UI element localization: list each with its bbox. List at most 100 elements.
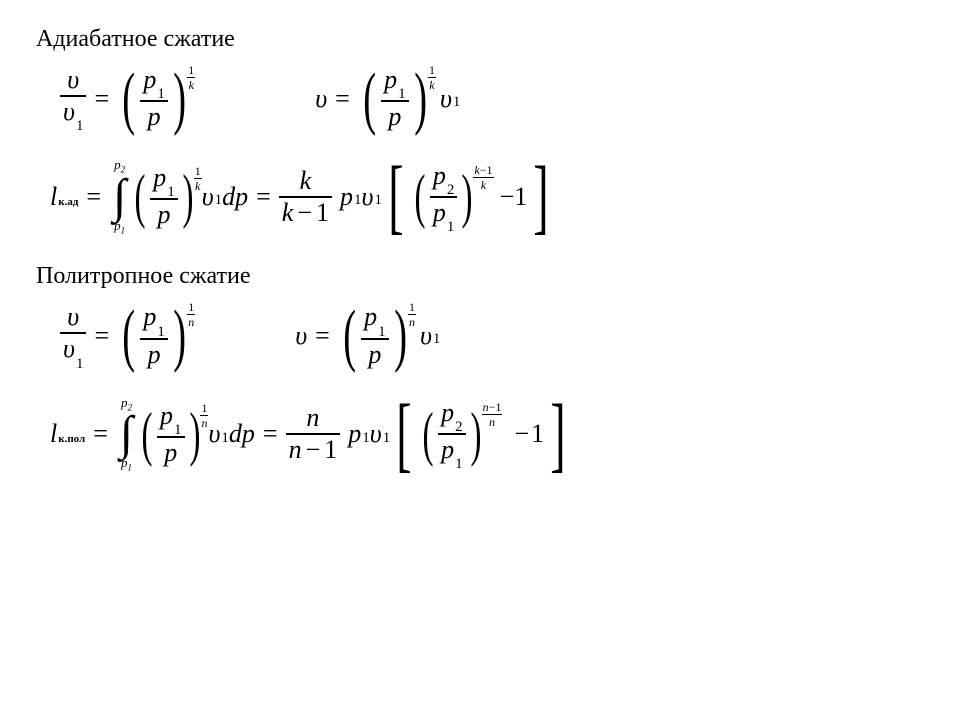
- ps1f: 1: [362, 430, 370, 447]
- lp2: (: [363, 69, 376, 129]
- exp-n1n: n−1 n: [482, 401, 503, 428]
- eq-poly-ratio: υ υ1 = ( p1 p ) 1 n: [60, 304, 195, 367]
- prp3: ): [189, 409, 200, 460]
- polytropic-work-integral: lк.пол = p2 ∫ p1 ( p1 p ) 1: [36, 396, 930, 473]
- ek-m: −: [480, 163, 487, 177]
- pd3: p: [157, 200, 170, 229]
- en1: 1: [495, 400, 501, 414]
- nden: n: [289, 435, 302, 464]
- lp4: (: [414, 171, 425, 222]
- ps1d4: 1: [455, 456, 463, 472]
- ps1r: 1: [433, 331, 441, 348]
- s1f: 1: [354, 192, 362, 209]
- s1f2: 1: [374, 192, 382, 209]
- ps1a: 1: [221, 430, 229, 447]
- bracket-minus: −: [500, 182, 515, 212]
- s2n: 2: [447, 182, 455, 198]
- sym-d: d: [222, 182, 235, 212]
- ups1r: υ: [440, 84, 452, 114]
- rp3: ): [182, 171, 193, 222]
- peq1: =: [94, 321, 109, 351]
- ppd2: p: [368, 340, 381, 369]
- rparen: ): [173, 69, 186, 129]
- pp1n2: p: [364, 302, 377, 331]
- ps2n: 2: [455, 419, 463, 435]
- sub-1b: 1: [157, 86, 165, 102]
- pu1r: υ: [420, 321, 432, 351]
- pedn2: n: [408, 316, 416, 328]
- knum: k: [300, 166, 312, 195]
- heading-polytropic: Политропное сжатие: [36, 263, 930, 290]
- ppd3: p: [164, 438, 177, 467]
- pdp: p: [242, 419, 255, 449]
- pbr-minus: −: [514, 419, 529, 449]
- s1a: 1: [215, 192, 223, 209]
- pp1d4: p: [441, 435, 454, 464]
- eq3b: =: [256, 182, 271, 212]
- p1n2: p: [384, 65, 397, 94]
- exp-1k-3: 1 k: [194, 165, 202, 192]
- ilim-1: 1: [121, 225, 126, 235]
- sym-upsilon: υ: [67, 65, 79, 94]
- prp2: ): [394, 306, 407, 366]
- ps1f2: 1: [383, 430, 391, 447]
- pu1f: υ: [370, 419, 382, 449]
- rp2: ): [414, 69, 427, 129]
- equals-2: =: [335, 84, 350, 114]
- plp2: (: [343, 306, 356, 366]
- sym-ups-lhs: υ: [315, 84, 327, 114]
- s1d4: 1: [447, 219, 455, 235]
- p1n3: p: [153, 163, 166, 192]
- minus-kd: −: [297, 198, 312, 227]
- lparen: (: [122, 69, 135, 129]
- sub-1: 1: [76, 118, 84, 134]
- ek-1: 1: [487, 163, 493, 177]
- eq-poly-explicit: υ = ( p1 p ) 1 n υ1: [295, 304, 440, 367]
- ppd: p: [148, 340, 161, 369]
- p1d4: p: [433, 198, 446, 227]
- pu-n: υ: [67, 302, 79, 331]
- peq3b: =: [263, 419, 278, 449]
- pp1n: p: [143, 302, 156, 331]
- eq-adiabatic-ratio: υ υ1 = ( p1 p ) 1 k: [60, 67, 195, 130]
- ednn: n: [488, 416, 496, 428]
- equals: =: [94, 84, 109, 114]
- p1f: p: [340, 182, 353, 212]
- exp-num: 1: [187, 64, 195, 76]
- lp3: (: [135, 171, 146, 222]
- pu-d1: 1: [76, 356, 84, 372]
- edk3: k: [194, 180, 201, 192]
- one-kd: 1: [316, 198, 329, 227]
- page-root: Адиабатное сжатие υ υ1 = ( p1 p ): [0, 0, 960, 720]
- sub-kpol: к.пол: [58, 433, 85, 445]
- sym-p-d: p: [148, 102, 161, 131]
- pp1f: p: [348, 419, 361, 449]
- exp-1n-3: 1 n: [200, 402, 208, 429]
- pu1a: υ: [208, 419, 220, 449]
- peq3: =: [93, 419, 108, 449]
- s1r: 1: [453, 94, 461, 111]
- integral-2: p2 ∫ p1: [120, 396, 133, 473]
- kden: k: [282, 198, 294, 227]
- sym-p1n: p: [143, 65, 156, 94]
- rp4: ): [462, 171, 473, 222]
- nnum: n: [306, 403, 319, 432]
- pbr-one: 1: [531, 419, 544, 449]
- eq-adiabatic-explicit: υ = ( p1 p ) 1 k υ1: [315, 67, 460, 130]
- plp1: (: [122, 306, 135, 366]
- u1f: υ: [362, 182, 374, 212]
- adiabatic-inline-pair: υ υ1 = ( p1 p ) 1 k: [36, 67, 930, 130]
- plb: [: [396, 401, 411, 468]
- ps12: 1: [378, 324, 386, 340]
- prp4: ): [470, 409, 481, 460]
- pd: d: [229, 419, 242, 449]
- polytropic-inline-pair: υ υ1 = ( p1 p ) 1 n: [36, 304, 930, 367]
- sym-upsilon-1: υ: [63, 97, 75, 126]
- exp-k1k: k−1 k: [473, 164, 493, 191]
- pp2n: p: [441, 398, 454, 427]
- ups1a: υ: [202, 182, 214, 212]
- en2: 1: [428, 64, 436, 76]
- rb1: ]: [533, 163, 548, 230]
- pedn3: n: [200, 417, 208, 429]
- sub-kad: к.ад: [58, 196, 78, 208]
